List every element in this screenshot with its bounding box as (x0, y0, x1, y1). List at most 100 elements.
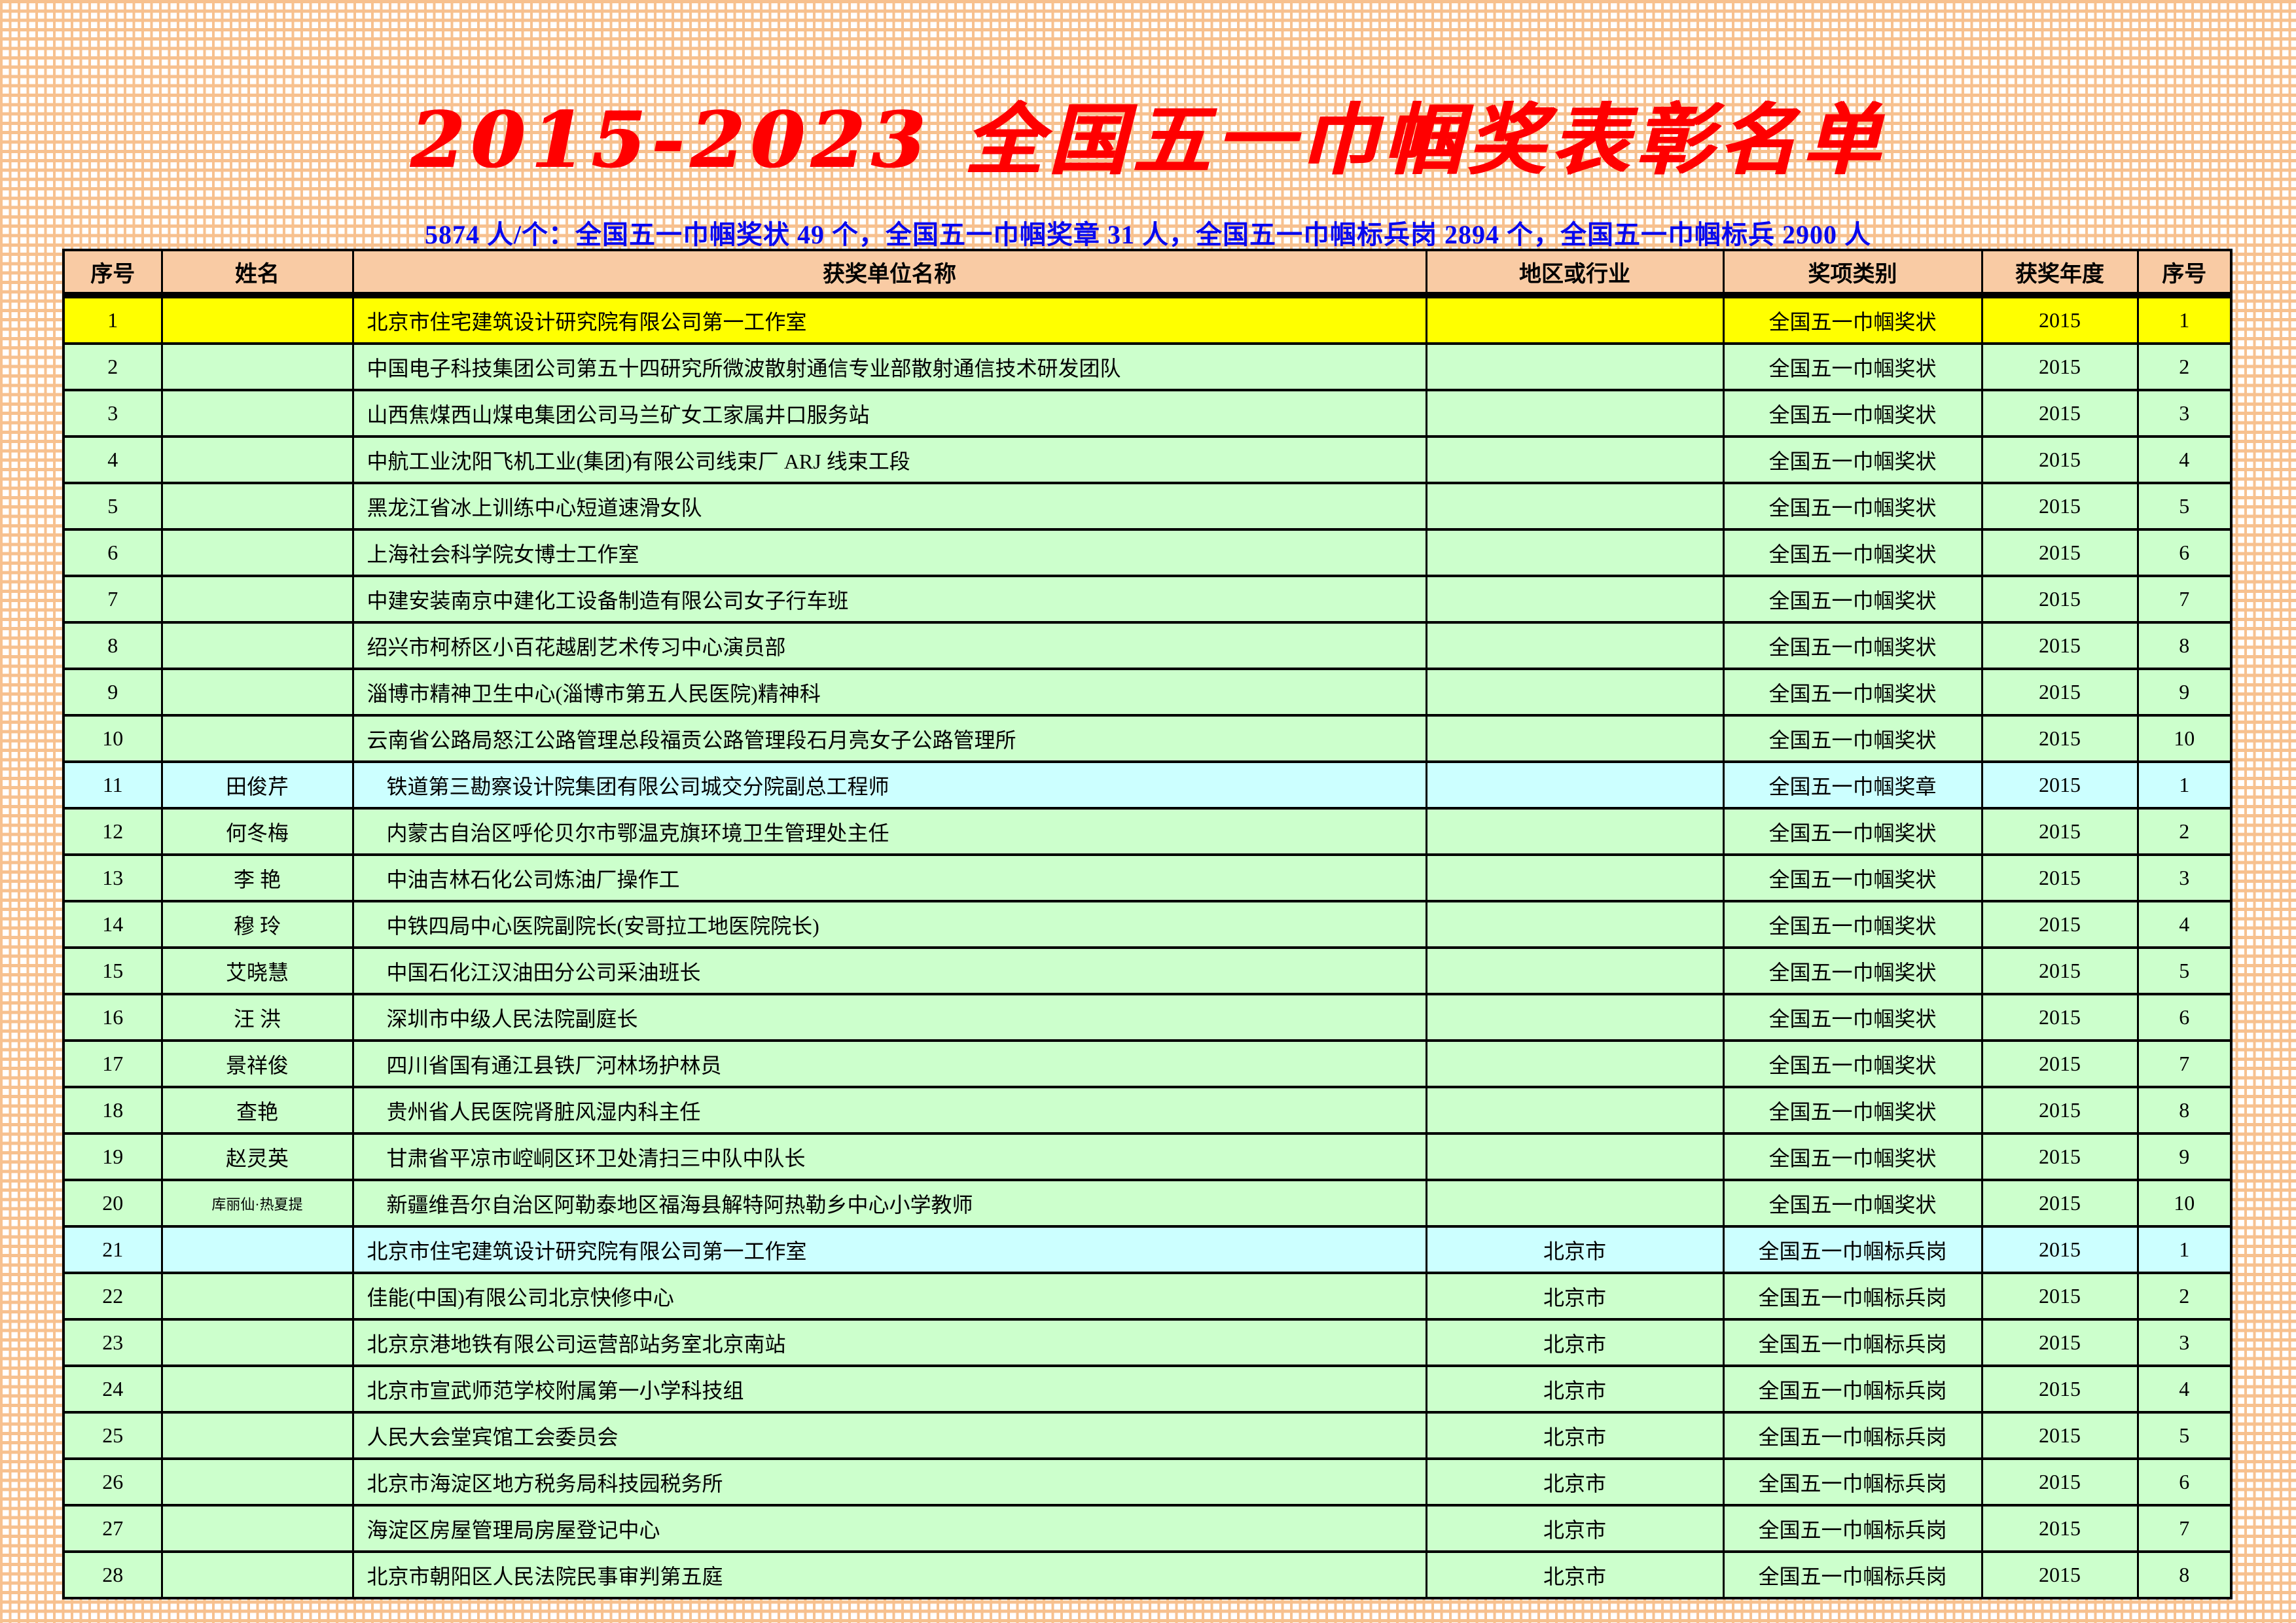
cell-region: 北京市 (1425, 1225, 1725, 1274)
cell-year: 2015 (1981, 342, 2139, 391)
cell-name (160, 1550, 354, 1599)
cell-no: 13 (62, 853, 163, 902)
cell-no: 21 (62, 1225, 163, 1274)
cell-no2: 1 (2136, 294, 2233, 345)
cell-region (1425, 1179, 1725, 1228)
cell-year: 2015 (1981, 1179, 2139, 1228)
cell-unit: 佳能(中国)有限公司北京快修中心 (351, 1272, 1427, 1321)
cell-unit: 云南省公路局怒江公路管理总段福贡公路管理段石月亮女子公路管理所 (351, 714, 1427, 763)
cell-no: 25 (62, 1411, 163, 1460)
cell-name: 汪 洪 (160, 993, 354, 1042)
cell-unit: 山西焦煤西山煤电集团公司马兰矿女工家属井口服务站 (351, 389, 1427, 438)
cell-no: 24 (62, 1364, 163, 1414)
cell-unit: 北京市朝阳区人民法院民事审判第五庭 (351, 1550, 1427, 1599)
cell-name (160, 482, 354, 531)
cell-region (1425, 993, 1725, 1042)
cell-no2: 2 (2136, 1272, 2233, 1321)
cell-region: 北京市 (1425, 1318, 1725, 1367)
cell-name (160, 1225, 354, 1274)
cell-no2: 6 (2136, 1457, 2233, 1507)
table-row: 5 黑龙江省冰上训练中心短道速滑女队 全国五一巾帼奖状 2015 5 (62, 482, 2233, 531)
cell-no: 22 (62, 1272, 163, 1321)
table-row: 26 北京市海淀区地方税务局科技园税务所 北京市 全国五一巾帼标兵岗 2015 6 (62, 1457, 2233, 1507)
table-row: 15 艾晓慧 中国石化江汉油田分公司采油班长 全国五一巾帼奖状 2015 5 (62, 946, 2233, 995)
cell-year: 2015 (1981, 853, 2139, 902)
table-row: 3 山西焦煤西山煤电集团公司马兰矿女工家属井口服务站 全国五一巾帼奖状 2015 3 (62, 389, 2233, 438)
cell-no: 11 (62, 760, 163, 810)
cell-region (1425, 714, 1725, 763)
cell-year: 2015 (1981, 435, 2139, 484)
cell-unit: 中油吉林石化公司炼油厂操作工 (351, 853, 1427, 902)
cell-no: 9 (62, 668, 163, 717)
cell-no: 1 (62, 294, 163, 345)
cell-region: 北京市 (1425, 1550, 1725, 1599)
cell-no: 6 (62, 528, 163, 577)
cell-no: 23 (62, 1318, 163, 1367)
cell-unit: 深圳市中级人民法院副庭长 (351, 993, 1427, 1042)
cell-unit: 淄博市精神卫生中心(淄博市第五人民医院)精神科 (351, 668, 1427, 717)
cell-category: 全国五一巾帼奖状 (1722, 1179, 1983, 1228)
cell-name (160, 342, 354, 391)
cell-region (1425, 482, 1725, 531)
cell-category: 全国五一巾帼奖状 (1722, 342, 1983, 391)
cell-no: 16 (62, 993, 163, 1042)
cell-region (1425, 807, 1725, 856)
cell-no: 19 (62, 1132, 163, 1181)
cell-name: 艾晓慧 (160, 946, 354, 995)
cell-region (1425, 435, 1725, 484)
cell-year: 2015 (1981, 528, 2139, 577)
cell-category: 全国五一巾帼奖状 (1722, 621, 1983, 670)
cell-year: 2015 (1981, 668, 2139, 717)
cell-no2: 4 (2136, 900, 2233, 949)
cell-name: 景祥俊 (160, 1039, 354, 1088)
cell-no2: 3 (2136, 853, 2233, 902)
table-row: 27 海淀区房屋管理局房屋登记中心 北京市 全国五一巾帼标兵岗 2015 7 (62, 1504, 2233, 1553)
table-row: 20 库丽仙·热夏提 新疆维吾尔自治区阿勒泰地区福海县解特阿热勒乡中心小学教师 全国五… (62, 1179, 2233, 1228)
cell-region: 北京市 (1425, 1411, 1725, 1460)
cell-name (160, 1457, 354, 1507)
cell-no2: 8 (2136, 1550, 2233, 1599)
cell-unit: 绍兴市柯桥区小百花越剧艺术传习中心演员部 (351, 621, 1427, 670)
table-row: 25 人民大会堂宾馆工会委员会 北京市 全国五一巾帼标兵岗 2015 5 (62, 1411, 2233, 1460)
table-row: 9 淄博市精神卫生中心(淄博市第五人民医院)精神科 全国五一巾帼奖状 2015 9 (62, 668, 2233, 717)
cell-name: 赵灵英 (160, 1132, 354, 1181)
cell-name (160, 621, 354, 670)
cell-no2: 5 (2136, 946, 2233, 995)
table-row: 21 北京市住宅建筑设计研究院有限公司第一工作室 北京市 全国五一巾帼标兵岗 2015 1 (62, 1225, 2233, 1274)
cell-year: 2015 (1981, 575, 2139, 624)
table-row: 8 绍兴市柯桥区小百花越剧艺术传习中心演员部 全国五一巾帼奖状 2015 8 (62, 621, 2233, 670)
header-col-no: 序号 (62, 249, 163, 298)
header-col-no2: 序号 (2136, 249, 2233, 298)
cell-category: 全国五一巾帼奖状 (1722, 900, 1983, 949)
cell-region: 北京市 (1425, 1272, 1725, 1321)
table-row: 24 北京市宣武师范学校附属第一小学科技组 北京市 全国五一巾帼标兵岗 2015 4 (62, 1364, 2233, 1414)
table-row: 11 田俊芹 铁道第三勘察设计院集团有限公司城交分院副总工程师 全国五一巾帼奖章 201… (62, 760, 2233, 810)
cell-name: 查艳 (160, 1086, 354, 1135)
cell-region (1425, 1039, 1725, 1088)
table-row: 23 北京京港地铁有限公司运营部站务室北京南站 北京市 全国五一巾帼标兵岗 2015 3 (62, 1318, 2233, 1367)
cell-year: 2015 (1981, 1550, 2139, 1599)
cell-unit: 人民大会堂宾馆工会委员会 (351, 1411, 1427, 1460)
table-body: 1 北京市住宅建筑设计研究院有限公司第一工作室 全国五一巾帼奖状 2015 1 2 中国电子… (62, 294, 2233, 1599)
cell-year: 2015 (1981, 1411, 2139, 1460)
cell-region (1425, 342, 1725, 391)
table-row: 12 何冬梅 内蒙古自治区呼伦贝尔市鄂温克旗环境卫生管理处主任 全国五一巾帼奖状 201… (62, 807, 2233, 856)
cell-region (1425, 668, 1725, 717)
cell-category: 全国五一巾帼奖状 (1722, 1039, 1983, 1088)
cell-unit: 北京市住宅建筑设计研究院有限公司第一工作室 (351, 1225, 1427, 1274)
cell-name: 何冬梅 (160, 807, 354, 856)
page-title: 2015-2023 全国五一巾帼奖表彰名单 (410, 94, 1886, 185)
cell-no: 7 (62, 575, 163, 624)
cell-year: 2015 (1981, 1225, 2139, 1274)
cell-category: 全国五一巾帼标兵岗 (1722, 1272, 1983, 1321)
cell-no2: 9 (2136, 668, 2233, 717)
cell-region: 北京市 (1425, 1504, 1725, 1553)
cell-no2: 4 (2136, 435, 2233, 484)
cell-no2: 1 (2136, 1225, 2233, 1274)
awards-table: 序号 姓名 获奖单位名称 地区或行业 奖项类别 获奖年度 序号 1 北京市住宅建筑设计研究院有… (62, 249, 2233, 1599)
cell-year: 2015 (1981, 714, 2139, 763)
cell-category: 全国五一巾帼奖状 (1722, 575, 1983, 624)
cell-name: 李 艳 (160, 853, 354, 902)
table-row: 16 汪 洪深圳市中级人民法院副庭长 全国五一巾帼奖状 2015 6 (62, 993, 2233, 1042)
